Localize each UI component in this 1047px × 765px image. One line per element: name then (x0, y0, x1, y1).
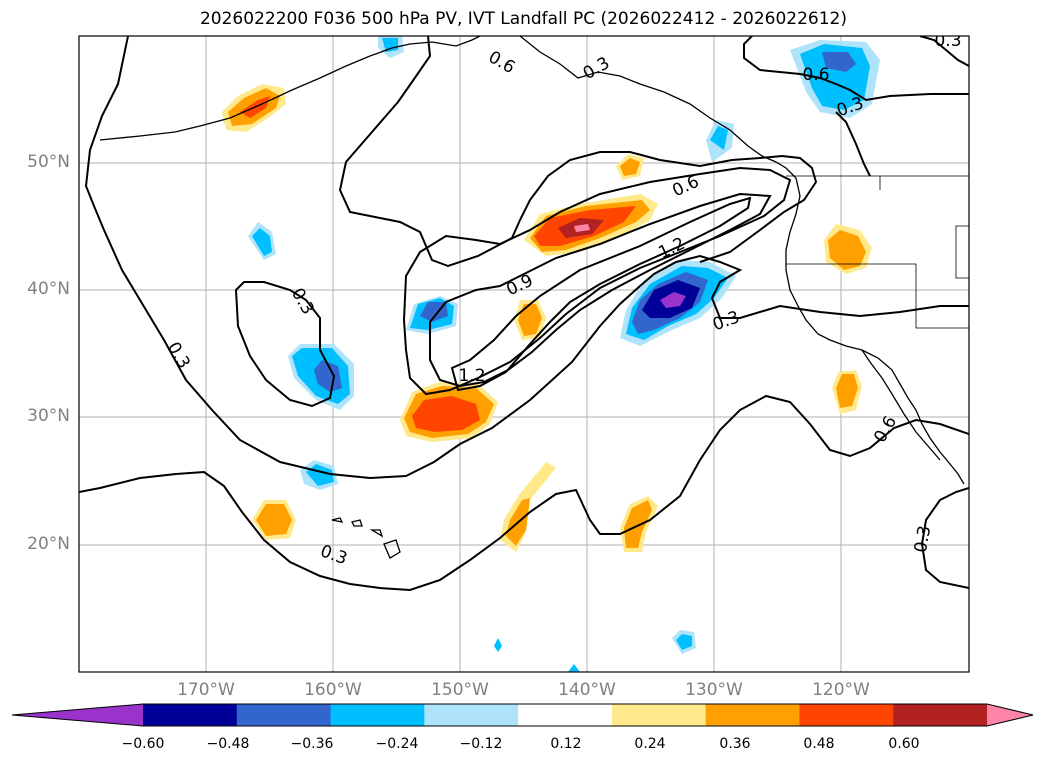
contour-label: 1.2 (458, 366, 485, 386)
fill-positive-blob (574, 224, 590, 232)
colorbar (11, 703, 1034, 727)
colorbar-tick: 0.48 (803, 736, 835, 752)
contour-label: 0.6 (802, 65, 829, 85)
fill-negative-blob (494, 638, 502, 652)
fill-positive-blob (620, 158, 640, 176)
colorbar-tick: 0.36 (719, 736, 751, 752)
colorbar-cell (611, 704, 707, 726)
map-frame (78, 35, 970, 673)
contour-0.3-northeast (835, 111, 871, 177)
colorbar-cell (143, 704, 238, 726)
colorbar-extend-low (12, 704, 143, 726)
lon-label-120w: 120°W (812, 680, 870, 700)
fill-positive-blob (256, 504, 292, 536)
colorbar-tick: −0.12 (459, 736, 503, 752)
colorbar-cell (424, 704, 519, 726)
coastlines (99, 36, 969, 559)
colorbar-tick: −0.60 (121, 736, 165, 752)
fill-negative-blob (568, 664, 580, 672)
lat-label-30n: 30°N (27, 406, 70, 426)
contour-0.9 (402, 166, 792, 396)
plot-title: 2026022200 F036 500 hPa PV, IVT Landfall… (199, 9, 847, 29)
fill-negative-blob (314, 360, 342, 392)
lon-label-150w: 150°W (431, 680, 489, 700)
colorbar-tick: −0.36 (290, 736, 334, 752)
political-borders (786, 175, 969, 329)
lon-label-130w: 130°W (685, 680, 743, 700)
contour-0.3-south (79, 394, 969, 592)
fill-positive-blob (624, 500, 652, 548)
fill-positive-blob (828, 230, 866, 270)
colorbar-cell (330, 704, 425, 726)
alaska-panhandle-coast (519, 36, 797, 179)
colorbar-extend-high (987, 704, 1033, 726)
fill-negative-blob (660, 292, 686, 308)
west-coast (785, 177, 965, 485)
fill-positive-blob (412, 396, 480, 432)
colorbar-cell (705, 704, 800, 726)
lat-label-40n: 40°N (27, 279, 70, 299)
hawaii-islands (331, 517, 401, 559)
contour-0.6 (338, 36, 818, 268)
fill-negative-blob (822, 52, 856, 72)
contour-1.2-inner (429, 192, 772, 388)
fill-positive-blob (836, 374, 858, 408)
colorbar-tick: 0.12 (550, 736, 582, 752)
baja-coast (861, 349, 941, 461)
colorbar-tick: −0.48 (206, 736, 250, 752)
lon-label-140w: 140°W (558, 680, 616, 700)
contour-label: 0.3 (934, 31, 961, 51)
fill-negative-blob (710, 126, 728, 150)
colorbar-tick: 0.24 (634, 736, 666, 752)
contour-0.3-west (234, 281, 336, 408)
map-panel: 0.6 0.3 0.6 0.3 0.6 1.2 0.9 0.3 0.3 1.2 … (78, 31, 970, 673)
lon-label-160w: 160°W (304, 680, 362, 700)
colorbar-tick: −0.24 (375, 736, 419, 752)
contour-0.9-corner (919, 36, 969, 67)
contour-0.3-mexico (920, 487, 969, 589)
colorbar-tick: 0.60 (888, 736, 920, 752)
fill-negative-blob (382, 38, 398, 52)
fill-negative-blob (676, 634, 692, 650)
colorbar-cell (518, 704, 613, 726)
fill-negative-blob (252, 228, 272, 256)
contour-label: 0.3 (911, 524, 935, 554)
colorbar-cell (236, 704, 332, 726)
colorbar-cell (893, 704, 988, 726)
contour-1.2 (450, 196, 752, 392)
lat-label-50n: 50°N (27, 152, 70, 172)
ivt-shading (222, 36, 880, 672)
fill-positive-blob (518, 304, 542, 336)
pv-contours (79, 36, 969, 592)
colorbar-cell (799, 704, 894, 726)
contour-0.6-northeast (743, 36, 969, 102)
lon-label-170w: 170°W (177, 680, 235, 700)
contour-0.3-outer (84, 36, 969, 480)
map-background (79, 36, 969, 672)
alaska-coast (99, 36, 481, 141)
colorbar-outline (11, 703, 1034, 727)
lat-label-20n: 20°N (27, 534, 70, 554)
